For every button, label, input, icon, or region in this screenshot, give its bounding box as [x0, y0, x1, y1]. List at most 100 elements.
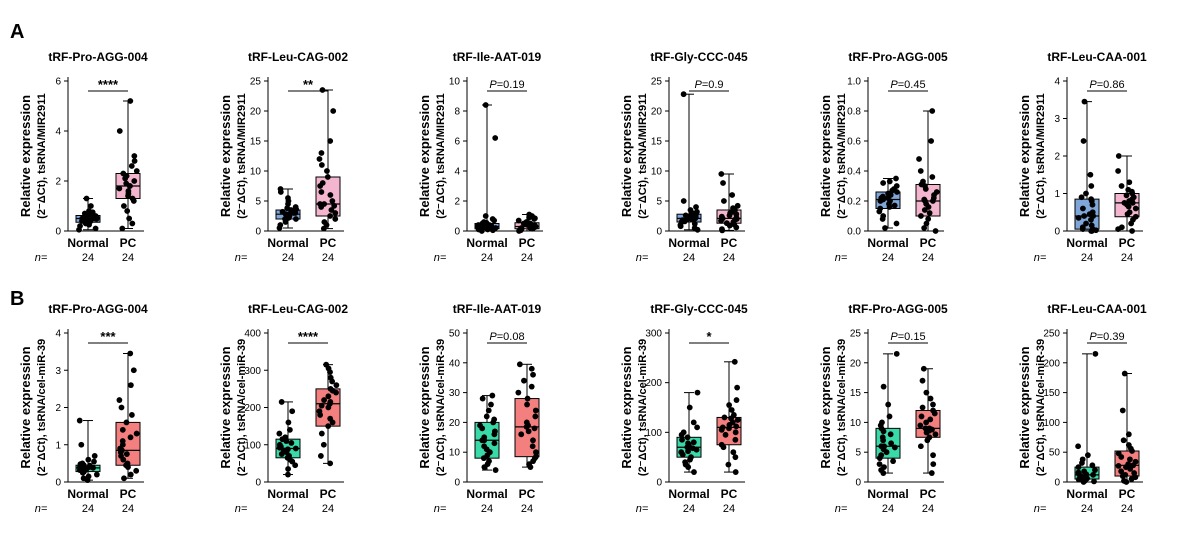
x-category-label: PC	[920, 487, 937, 501]
data-point	[515, 389, 522, 396]
box-pc	[716, 171, 742, 234]
data-point	[492, 135, 499, 141]
y-tick-label: 100	[1043, 418, 1060, 429]
data-point	[891, 202, 898, 209]
y-tick-label: 25	[651, 77, 663, 88]
significance-label: ****	[98, 77, 119, 92]
y-tick-label: 3	[1054, 114, 1060, 125]
box-normal	[1074, 350, 1100, 485]
box-pc	[514, 211, 540, 234]
data-point	[691, 469, 697, 475]
data-point	[133, 430, 140, 437]
data-point	[680, 91, 687, 98]
y-tick-label: 100	[244, 440, 261, 451]
data-point	[128, 163, 135, 169]
data-point	[693, 204, 699, 210]
data-point	[127, 382, 134, 389]
data-point	[277, 222, 284, 228]
data-point	[80, 475, 87, 482]
data-point	[282, 434, 289, 441]
y-axis-label: Relative expression (2⁻ΔCt), tsRNA/cel-mi…	[619, 339, 649, 476]
n-value: 24	[1121, 252, 1133, 264]
data-point	[690, 419, 697, 426]
data-point	[923, 220, 930, 227]
data-point	[1115, 463, 1122, 469]
data-point	[81, 210, 88, 217]
x-category-label: Normal	[867, 236, 908, 250]
n-label: n=	[835, 503, 848, 515]
data-point	[123, 180, 130, 187]
data-point	[1115, 450, 1122, 457]
data-point	[1118, 183, 1125, 189]
data-point	[320, 441, 327, 448]
data-point	[879, 434, 886, 441]
data-point	[276, 441, 283, 448]
data-point	[1121, 199, 1128, 206]
data-point	[119, 426, 126, 433]
data-point	[880, 213, 887, 219]
p-value: =0.39	[1097, 331, 1125, 343]
y-axis-label: Relative expression (2⁻ΔCt), tsRNA/cel-mi…	[818, 339, 848, 476]
data-point	[1132, 213, 1139, 220]
data-point	[1125, 461, 1132, 468]
data-point	[1132, 205, 1139, 212]
y-tick-label: 300	[645, 329, 662, 340]
chart-title: tRF-Ile-AAT-019	[453, 50, 542, 64]
data-point	[718, 171, 725, 177]
data-point	[877, 205, 884, 212]
y-tick-label: 20	[651, 107, 663, 118]
panel-letter-a: A	[10, 21, 24, 43]
n-value: 24	[882, 503, 894, 515]
data-point	[718, 441, 725, 448]
y-axis-label-line2: (2⁻ΔCt), tsRNA/MIR2911	[637, 93, 649, 219]
data-point	[127, 98, 134, 104]
y-tick-label: 0	[55, 478, 61, 489]
x-category-label: PC	[1119, 487, 1136, 501]
chart-a-5: tRF-Pro-AGG-005 Relative expression (2⁻ΔCt…	[818, 50, 948, 264]
y-tick-label: 25	[850, 329, 862, 340]
x-category-label: PC	[120, 487, 137, 501]
data-point	[87, 203, 94, 209]
y-axis-label: Relative expression (2⁻ΔCt), tsRNA/cel-mi…	[1017, 339, 1047, 476]
data-point	[923, 419, 930, 426]
chart-title: tRF-Leu-CAG-002	[248, 302, 348, 316]
data-point	[529, 443, 536, 450]
n-value: 24	[1081, 252, 1093, 264]
y-axis-label-line2: (2⁻ΔCt), tsRNA/MIR2911	[236, 93, 248, 219]
y-tick-label: 2	[55, 177, 61, 188]
data-point	[121, 203, 127, 209]
data-point	[524, 401, 530, 408]
p-symbol: P	[694, 79, 702, 91]
data-point	[926, 425, 933, 432]
x-category-label: PC	[120, 236, 137, 250]
p-symbol: P	[1089, 79, 1097, 91]
data-point	[679, 217, 686, 224]
data-point	[479, 395, 486, 402]
n-value: 24	[481, 252, 493, 264]
data-point	[481, 219, 487, 225]
y-axis-label: Relative expression (2⁻ΔCt), tsRNA/cel-mi…	[18, 339, 48, 476]
data-point	[1120, 437, 1127, 444]
data-point	[316, 156, 323, 162]
y-tick-label: 20	[850, 358, 862, 369]
p-value: =0.19	[497, 79, 525, 91]
data-point	[1132, 458, 1139, 465]
data-point	[79, 215, 86, 222]
data-point	[730, 412, 737, 418]
data-point	[492, 467, 499, 473]
data-point	[327, 374, 334, 381]
data-point	[86, 208, 92, 214]
x-category-label: Normal	[466, 236, 507, 250]
y-axis-label-line1: Relative expression	[1017, 346, 1032, 468]
y-tick-label: 150	[1043, 388, 1060, 399]
data-point	[690, 439, 697, 446]
y-tick-label: 6	[55, 77, 61, 88]
y-tick-label: 15	[651, 137, 663, 148]
data-point	[330, 108, 337, 114]
data-point	[118, 404, 125, 411]
data-point	[919, 377, 926, 384]
y-tick-label: 25	[250, 77, 262, 88]
box-normal	[875, 175, 901, 231]
n-label: n=	[235, 252, 248, 264]
y-tick-label: 1.0	[847, 77, 861, 88]
